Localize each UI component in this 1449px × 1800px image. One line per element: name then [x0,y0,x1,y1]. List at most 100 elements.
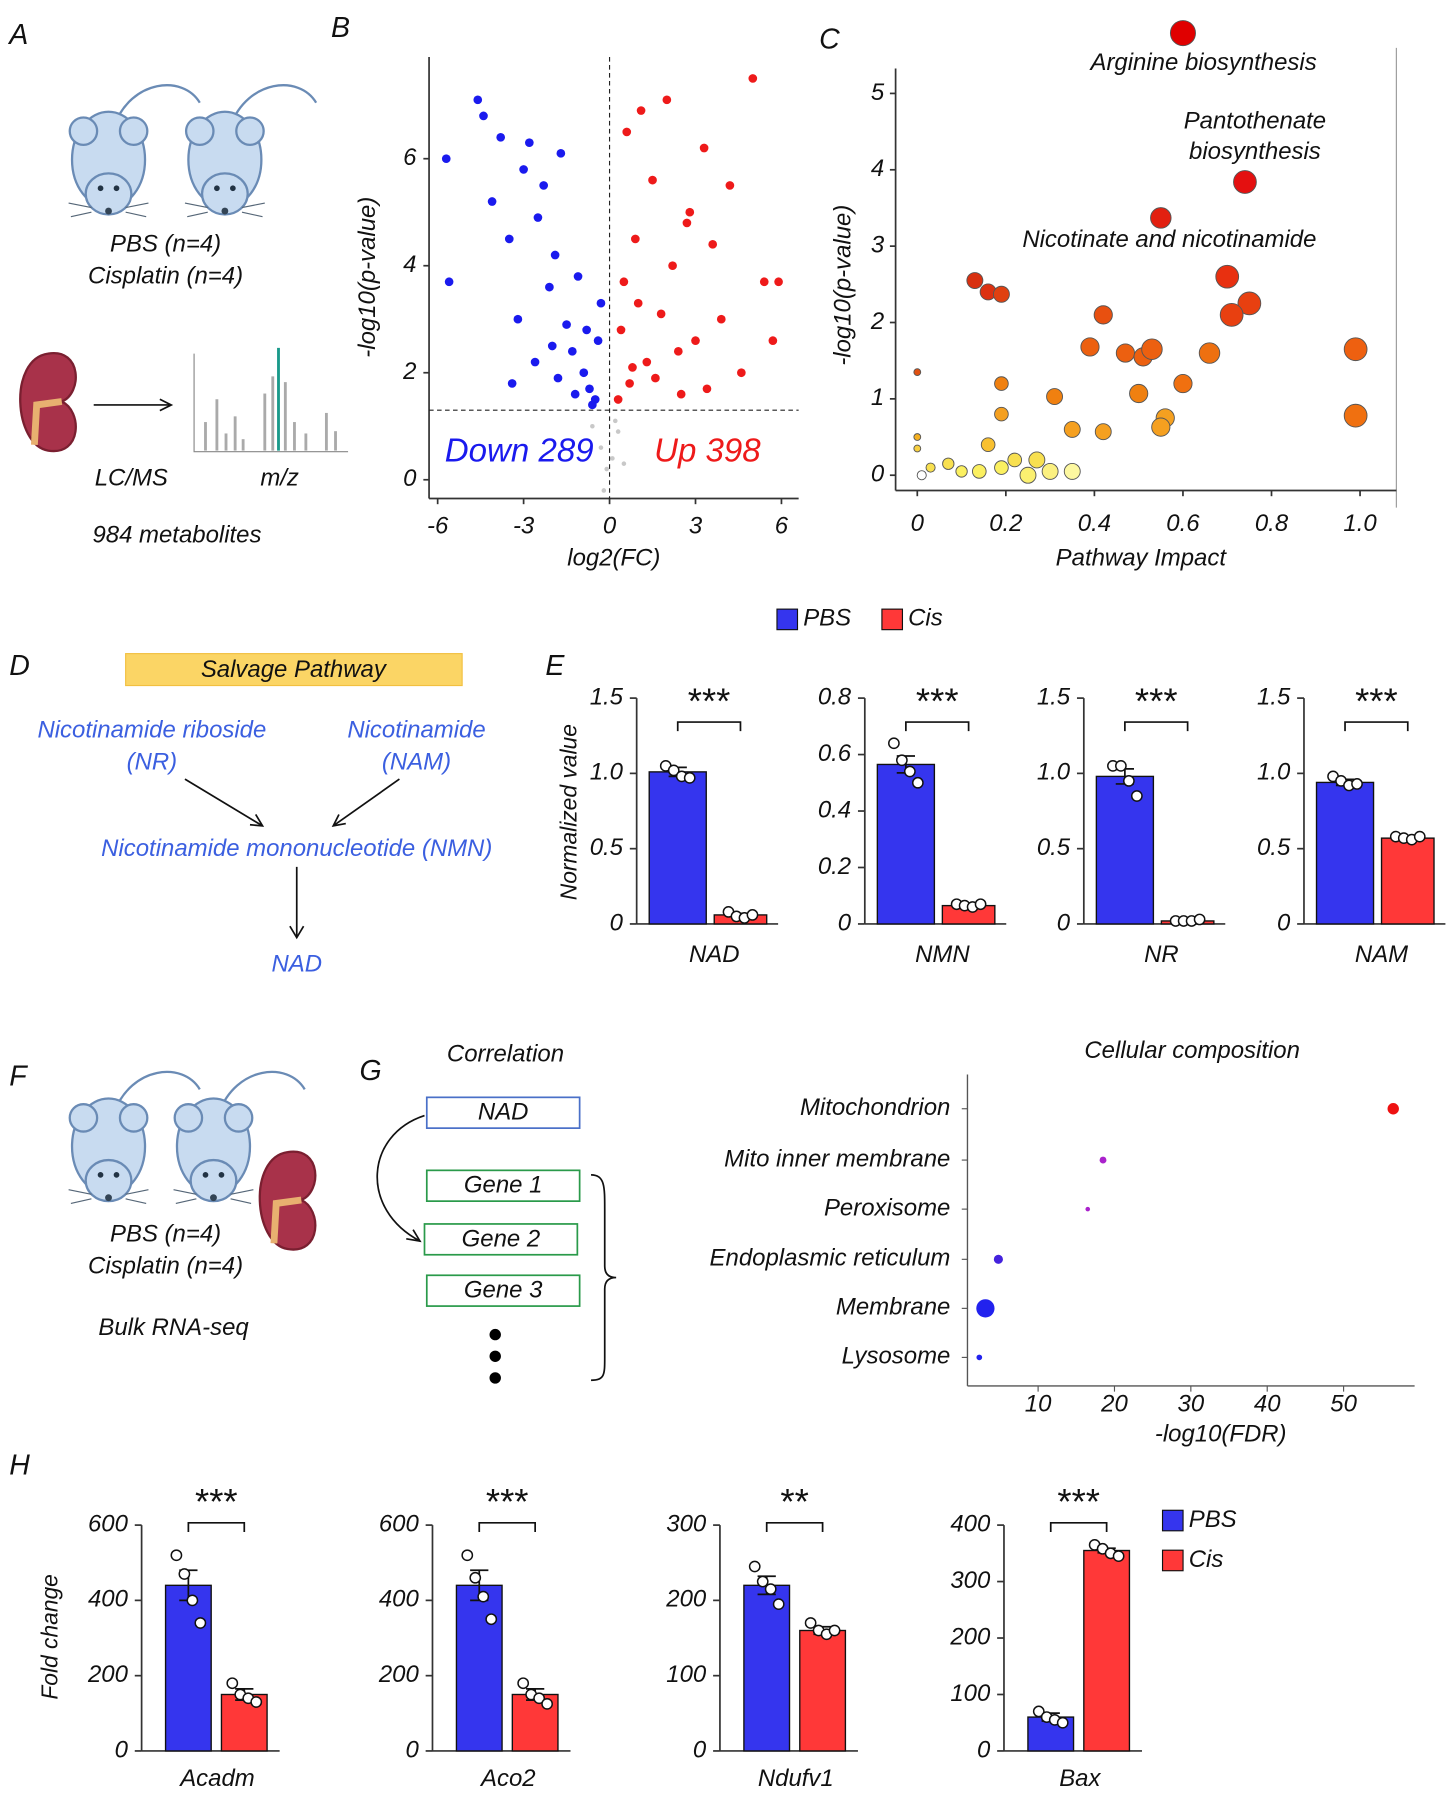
group-label: PBS (n=4) [110,231,221,258]
point [737,368,746,378]
y-tick-label: 300 [950,1567,991,1594]
node-label: Nicotinamide mononucleotide (NMN) [101,835,492,862]
gene-box [423,1223,579,1256]
x-tick-label: 0.6 [1166,510,1200,537]
point [708,239,718,249]
x-tick-label: 0.2 [989,510,1022,537]
point [601,488,607,493]
arrows [184,778,400,940]
significance: *** [916,680,959,721]
point [567,346,577,356]
y-tick-label: 200 [949,1623,991,1650]
bubble [1343,403,1368,428]
data-point [194,1617,207,1629]
panel-label: A [7,19,28,51]
bar [876,763,936,925]
significance-bracket [905,721,970,732]
x-tick-label: 10 [1025,1391,1052,1418]
bubble [916,470,927,481]
y-tick-label: 300 [666,1510,707,1537]
data-point [1032,1705,1045,1718]
point [570,389,580,399]
y-tick-label: 0 [403,465,417,492]
group-label: Cisplatin (n=4) [88,1253,243,1280]
kidney-icon [20,353,76,451]
data-point [1112,1550,1125,1563]
x-axis-label: log2(FC) [567,544,660,571]
data-point [250,1696,263,1708]
category-label: Membrane [836,1294,950,1321]
significance: *** [486,1481,529,1522]
category-label: Mitochondrion [800,1094,950,1121]
x-axis-label: NAD [689,941,740,968]
point [550,250,560,260]
x-tick-label: 0.4 [1078,510,1111,537]
panel-label: E [545,650,565,682]
data-point [1351,778,1363,790]
significance-bracket [676,721,742,732]
y-axis-label: Normalized value [556,724,582,900]
node-label: (NR) [127,748,178,775]
bubble [1219,303,1244,327]
point [691,336,700,345]
data-point [226,1677,239,1690]
y-tick-label: 0 [977,1736,991,1763]
bubble [1007,452,1023,468]
bubble [1233,170,1257,194]
y-tick-label: 600 [88,1510,129,1537]
y-tick-label: 1.0 [1037,759,1071,786]
point [619,277,629,287]
legend-label: Cis [1189,1546,1224,1573]
x-axis-label: Acadm [178,1765,255,1792]
point [539,181,548,190]
bubble [1151,417,1171,437]
point [759,277,769,287]
significance-bracket [1124,721,1189,732]
data-point [541,1698,553,1710]
y-tick-label: 1.0 [590,759,624,786]
point [556,149,566,158]
point [553,373,563,383]
point [579,368,589,378]
point [748,74,758,83]
y-tick-label: 1.5 [1257,683,1291,710]
gene-box [425,1169,581,1202]
y-tick-label: 0 [1057,909,1071,936]
point [530,357,540,367]
count-label: 984 metabolites [92,521,261,548]
significance: *** [195,1481,238,1522]
y-tick-label: 0.8 [818,683,852,710]
y-tick-label: 0 [838,909,852,936]
legend-swatch [1161,1509,1184,1532]
dot [976,1299,995,1318]
data-point [1056,1716,1069,1729]
significance-bracket [478,1521,537,1532]
legend-swatch [776,608,799,631]
x-axis-label: NAM [1355,941,1408,968]
point [525,138,534,147]
legend-label: PBS [1189,1506,1237,1533]
point [768,336,778,345]
point [444,277,454,287]
brace [590,1174,617,1382]
bubble [980,437,996,452]
y-tick-label: 0 [871,461,885,488]
bar [455,1584,503,1752]
y-tick-label: 0.4 [818,796,851,823]
y-tick-label: 0.5 [1257,834,1291,861]
data-point [1413,830,1426,843]
significance: *** [1057,1481,1100,1522]
bubble [1198,342,1221,364]
pathway-title: Salvage Pathway [201,656,388,683]
bubble [925,462,936,473]
y-tick-label: 100 [950,1680,991,1707]
bar [164,1584,212,1752]
significance: ** [780,1481,808,1522]
node-label: NAD [271,950,322,977]
bubble [1173,374,1193,394]
category-label: Mito inner membrane [724,1145,950,1172]
annotation: Up 398 [654,433,761,470]
point [633,298,643,308]
x-axis-label: Ndufv1 [758,1765,834,1792]
x-tick-label: 0 [911,510,925,537]
